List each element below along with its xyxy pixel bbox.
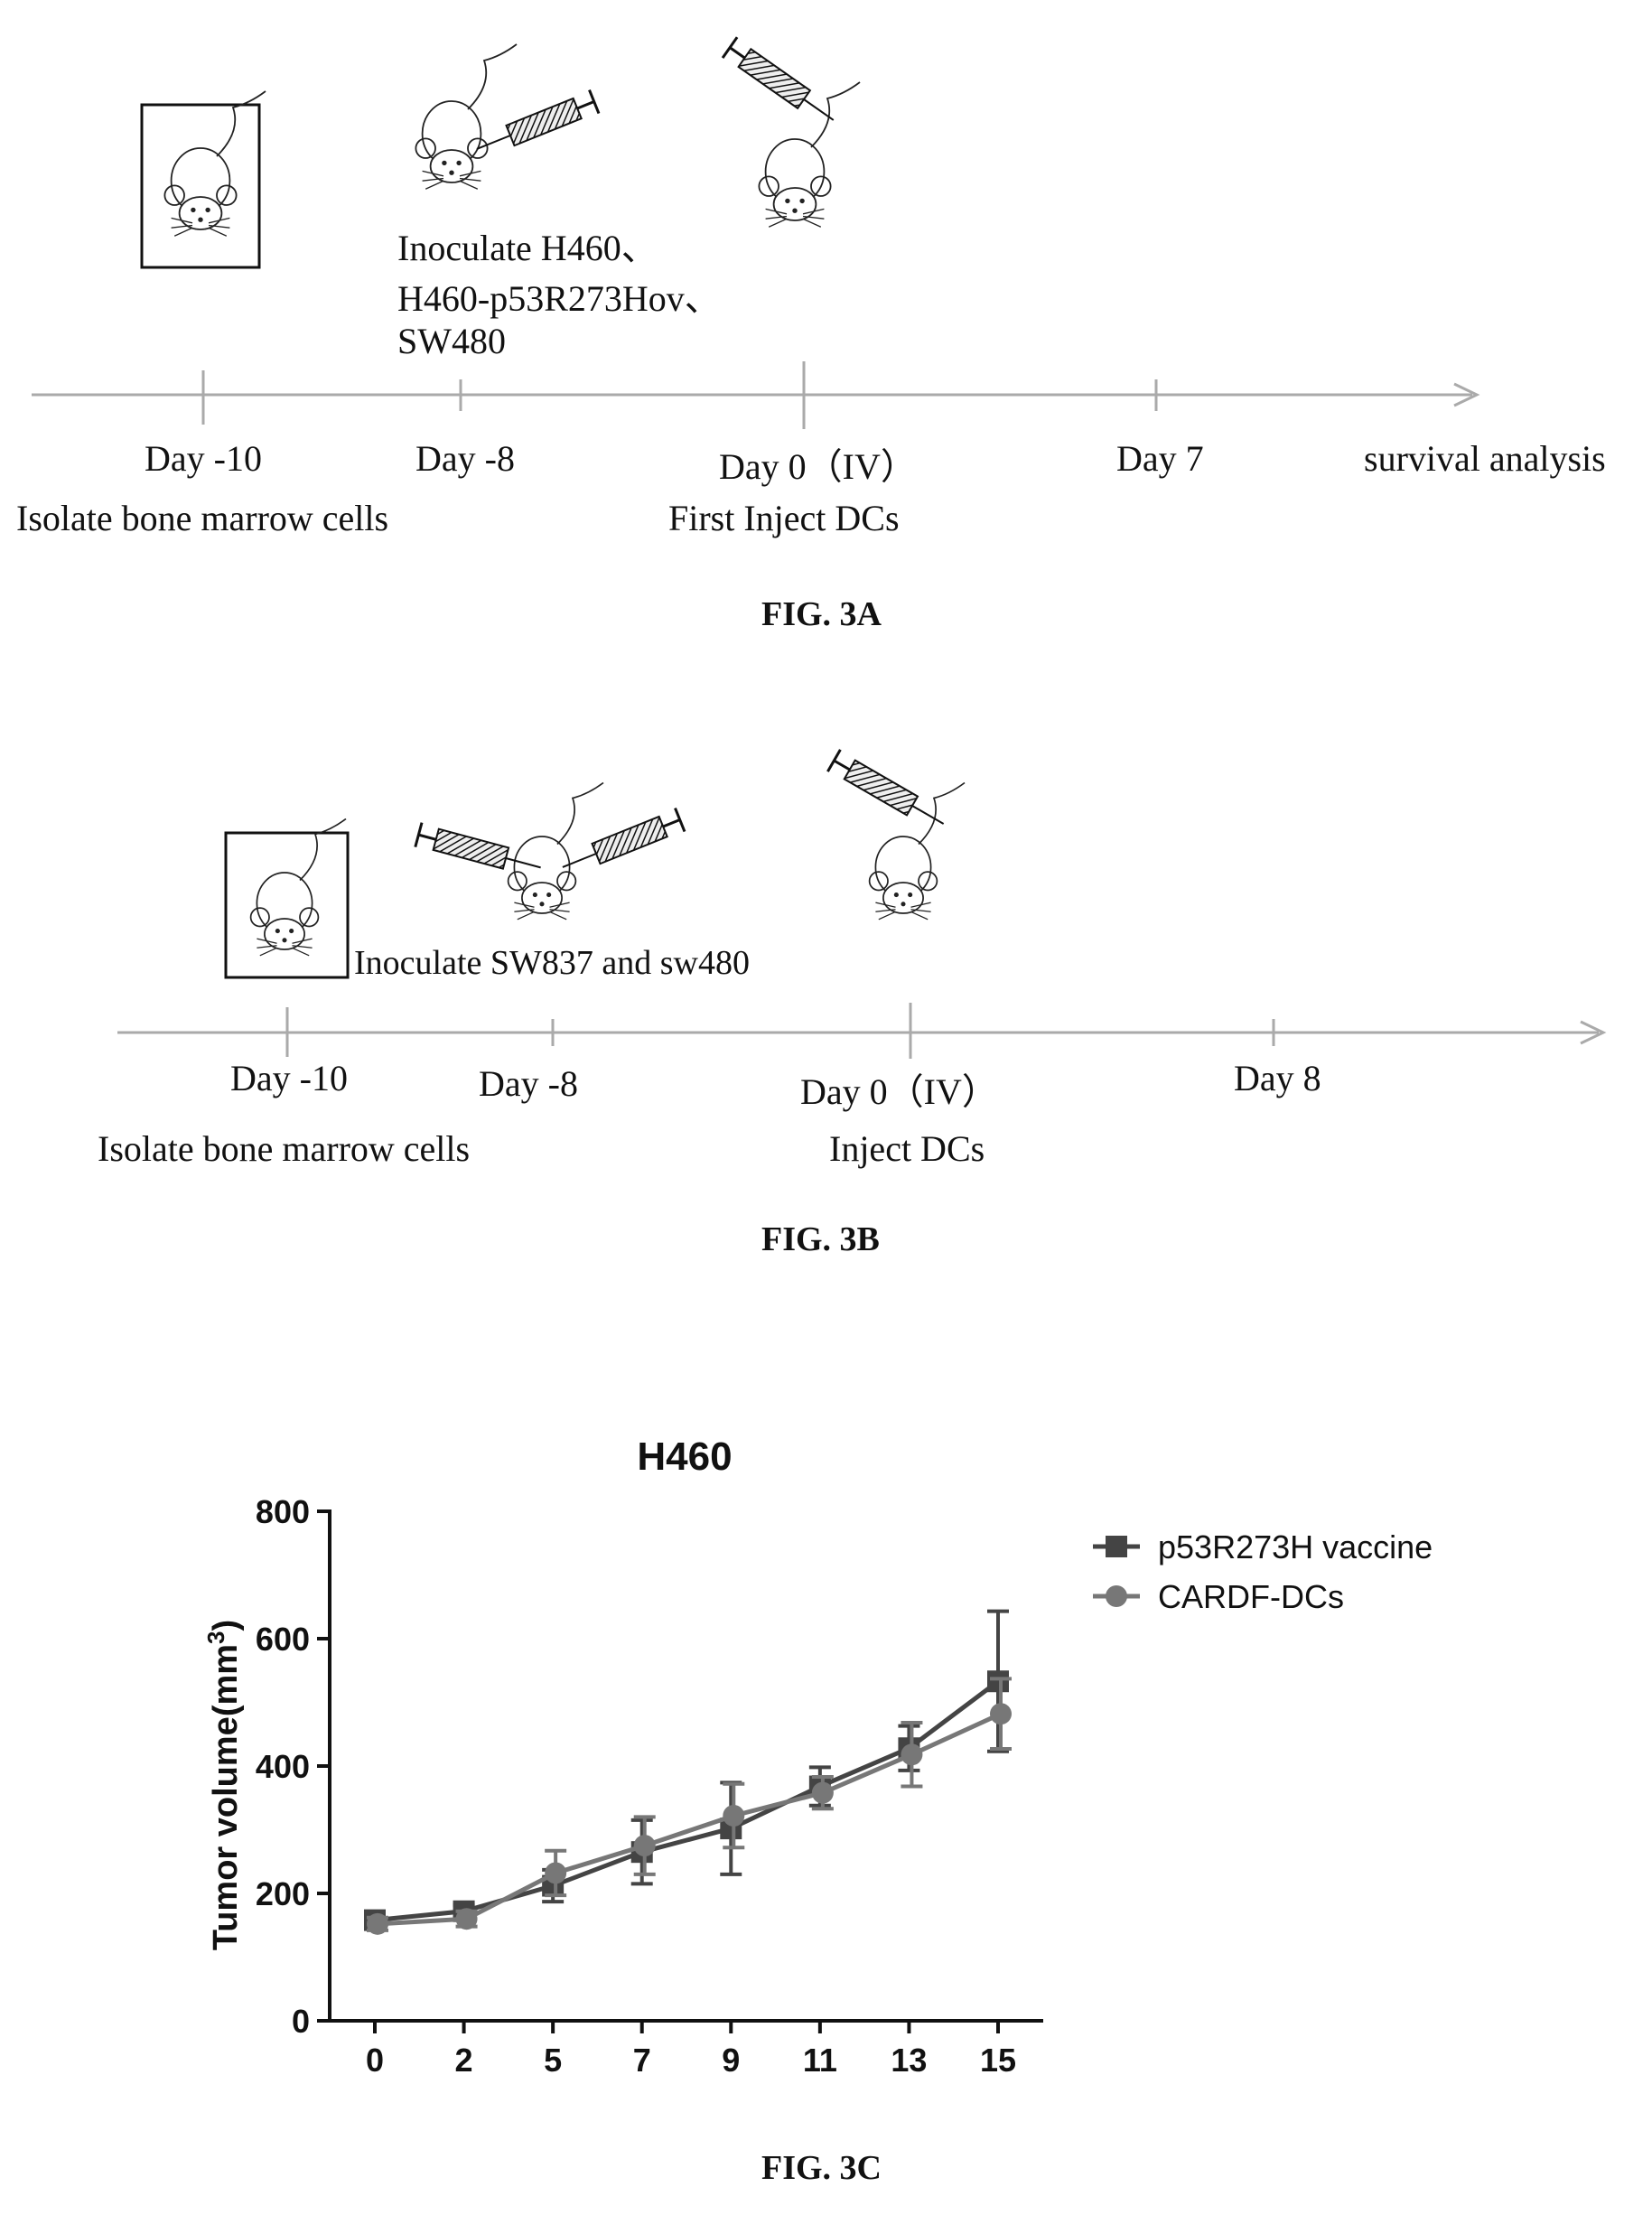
inoculate-3b: Inoculate SW837 and sw480: [354, 944, 750, 982]
data-point: [723, 1804, 745, 1827]
y-tick-label: 200: [256, 1875, 310, 1912]
sublabel-isolate: Isolate bone marrow cells: [16, 498, 389, 538]
mouse-box-3a: [140, 103, 261, 269]
data-point: [545, 1862, 567, 1884]
syringe-icon: [471, 89, 601, 163]
x-tick-label: 9: [722, 2042, 740, 2079]
chart-legend: p53R273H vaccine CARDF-DCs: [1093, 1528, 1433, 1615]
data-point: [455, 1908, 478, 1930]
x-tick-label: 11: [803, 2042, 837, 2079]
chart-title: H460: [637, 1435, 732, 1479]
fig3a-diagram: [32, 35, 1480, 429]
y-tick-label: 0: [292, 2003, 310, 2040]
tumor-volume-chart: H460 Tumor volume(mm3) 0 200 400 600 800 0 2 5 7…: [202, 1435, 1433, 2079]
x-tick-label: 0: [366, 2042, 384, 2079]
fig3b-diagram: [117, 748, 1607, 1059]
syringe-icon: [826, 748, 952, 836]
x-tick-label: 5: [544, 2042, 562, 2079]
y-tick-label: 600: [256, 1621, 310, 1658]
chart-axes: 0 200 400 600 800 0 2 5 7 9 11 13 15: [256, 1493, 1043, 2079]
x-tick-label: 13: [891, 2042, 927, 2079]
mouse-icon: [249, 818, 347, 957]
timepoint-3b-day-0: Day 0（IV）: [800, 1071, 998, 1112]
timepoint-day-minus10: Day -10: [145, 438, 262, 479]
caption-fig3c: FIG. 3C: [761, 2149, 882, 2187]
mouse-icon: [163, 90, 266, 238]
data-point: [811, 1781, 834, 1804]
y-tick-label: 800: [256, 1493, 310, 1530]
timepoint-survival: survival analysis: [1364, 438, 1606, 479]
data-point: [987, 1670, 1009, 1693]
sublabel-3b-inject: Inject DCs: [829, 1128, 985, 1169]
caption-fig3b: FIG. 3B: [761, 1220, 880, 1258]
timepoint-day-7: Day 7: [1116, 438, 1204, 479]
legend-label: CARDF-DCs: [1158, 1578, 1344, 1615]
mouse-icon: [415, 43, 518, 191]
mouse-icon: [507, 781, 604, 921]
mouse-box-3b: [224, 831, 350, 979]
inoculate-line-1: Inoculate H460、: [397, 228, 658, 268]
inoculate-line-2: H460-p53R273Hov、: [397, 278, 721, 319]
series-line: [374, 1679, 1000, 1923]
syringe-icon: [721, 35, 843, 132]
sublabel-3b-isolate: Isolate bone marrow cells: [98, 1128, 471, 1169]
y-tick-label: 400: [256, 1748, 310, 1785]
timepoint-3b-day-8: Day 8: [1234, 1058, 1321, 1098]
x-tick-label: 15: [980, 2042, 1016, 2079]
timepoint-day-minus8: Day -8: [415, 438, 515, 479]
legend-marker: [1106, 1585, 1127, 1607]
data-point: [367, 1912, 388, 1935]
x-tick-label: 2: [455, 2042, 473, 2079]
y-axis-label: Tumor volume(mm3): [202, 1620, 245, 1950]
x-tick-label: 7: [633, 2042, 651, 2079]
timepoint-3b-day-minus8: Day -8: [479, 1063, 578, 1104]
syringe-icon: [556, 807, 686, 881]
legend-label: p53R273H vaccine: [1158, 1528, 1433, 1565]
data-point: [990, 1703, 1012, 1725]
mouse-icon: [868, 781, 966, 921]
series-line: [377, 1711, 1003, 1927]
legend-marker: [1106, 1536, 1127, 1557]
sublabel-first-inject: First Inject DCs: [668, 498, 900, 538]
syringe-icon: [414, 821, 546, 882]
inoculate-line-3: SW480: [397, 321, 506, 361]
timepoint-3b-day-minus10: Day -10: [230, 1058, 348, 1098]
data-point: [633, 1835, 656, 1857]
timepoint-day-0: Day 0（IV）: [719, 446, 917, 487]
data-point: [901, 1743, 923, 1766]
caption-fig3a: FIG. 3A: [761, 595, 882, 633]
chart-marks: [364, 1609, 1012, 1935]
